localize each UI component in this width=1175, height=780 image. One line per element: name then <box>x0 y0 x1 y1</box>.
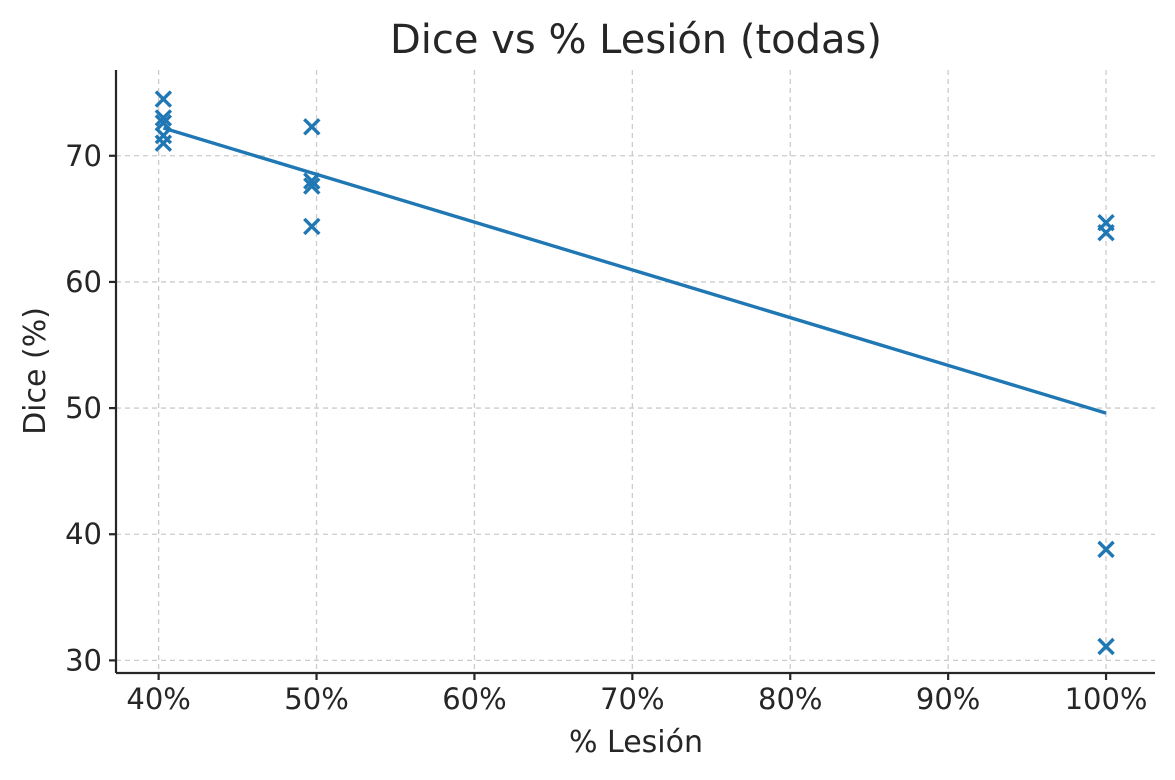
x-tick-label: 60% <box>442 682 506 716</box>
data-point <box>303 177 321 195</box>
data-point <box>154 114 173 132</box>
chart-title: Dice vs % Lesión (todas) <box>390 17 882 63</box>
data-point <box>303 118 321 136</box>
data-points <box>154 90 1115 656</box>
y-tick-label: 30 <box>65 643 102 677</box>
data-point <box>303 217 321 236</box>
x-axis-ticks: 40% 50% 60% 70% 80% 90% 100% <box>126 673 1148 716</box>
data-point <box>154 126 173 145</box>
x-tick-label: 90% <box>916 682 980 716</box>
grid <box>116 70 1155 673</box>
data-point <box>1097 224 1115 242</box>
x-axis-label: % Lesión <box>569 725 703 760</box>
trendline-layer <box>162 126 1107 415</box>
marker-stroke <box>154 114 173 132</box>
data-point <box>154 90 173 108</box>
marker-stroke <box>154 134 173 152</box>
data-point <box>1097 637 1115 656</box>
x-tick-label: 100% <box>1065 682 1148 716</box>
data-point <box>154 134 173 152</box>
marker-stroke <box>1097 540 1115 559</box>
x-tick-label: 40% <box>126 682 190 716</box>
marker-stroke <box>1097 637 1115 656</box>
marker-stroke <box>1097 224 1115 242</box>
x-tick-label: 80% <box>758 682 822 716</box>
data-point <box>1097 540 1115 559</box>
y-tick-label: 70 <box>65 139 102 173</box>
marker-stroke <box>303 172 321 190</box>
x-tick-label: 70% <box>600 682 664 716</box>
marker-stroke <box>154 90 173 108</box>
marker-stroke <box>303 177 321 195</box>
marker-stroke <box>154 109 173 127</box>
y-axis-label: Dice (%) <box>18 307 53 435</box>
y-tick-label: 40 <box>65 517 102 551</box>
marker-stroke <box>154 126 173 145</box>
data-point <box>303 172 321 190</box>
x-tick-label: 50% <box>284 682 348 716</box>
trendline <box>162 126 1107 415</box>
y-tick-label: 60 <box>65 265 102 299</box>
y-tick-label: 50 <box>65 391 102 425</box>
marker-stroke <box>303 118 321 136</box>
data-point <box>154 109 173 127</box>
marker-stroke <box>303 217 321 236</box>
y-axis-ticks: 30 40 50 60 70 <box>65 139 116 677</box>
